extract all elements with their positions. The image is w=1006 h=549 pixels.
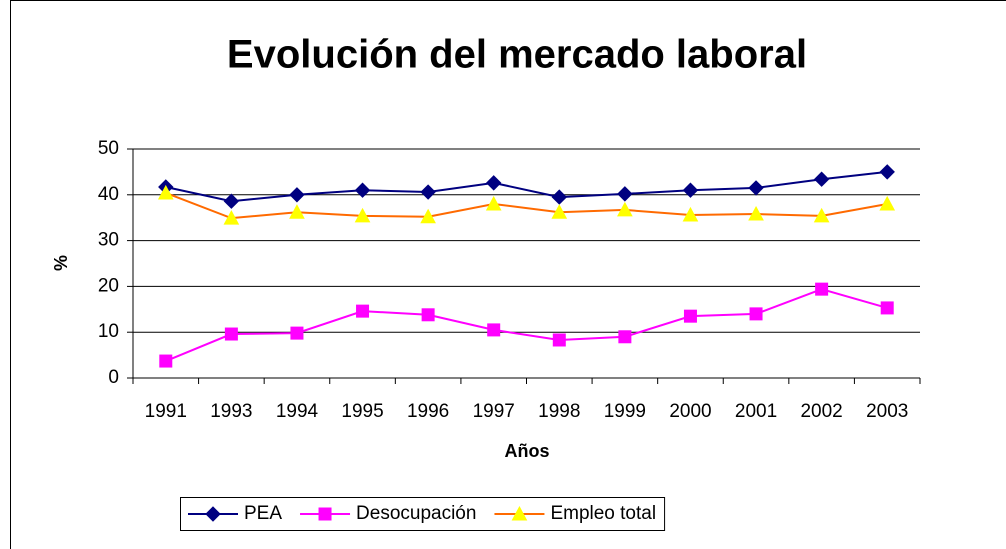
y-tick-label: 40 [98, 184, 119, 205]
marker [157, 184, 174, 200]
x-tick-label: 1999 [604, 401, 646, 422]
legend-label: Desocupación [356, 503, 476, 524]
marker [879, 195, 896, 211]
x-tick-label: 1996 [407, 401, 449, 422]
marker [511, 505, 528, 521]
marker [552, 333, 566, 347]
marker [748, 180, 764, 196]
marker [356, 304, 370, 318]
marker [159, 354, 173, 368]
legend-label: Empleo total [550, 503, 656, 524]
legend-box [180, 497, 666, 531]
x-tick-label: 2001 [735, 401, 777, 422]
x-tick-label: 2002 [800, 401, 842, 422]
x-tick-label: 1991 [145, 401, 187, 422]
x-tick-label: 2000 [669, 401, 711, 422]
chart-title: Evolución del mercado laboral [227, 33, 807, 77]
y-axis-label: % [51, 255, 71, 271]
marker [290, 326, 304, 340]
marker [485, 195, 502, 211]
marker [420, 184, 436, 200]
marker [487, 323, 501, 337]
marker [289, 187, 305, 203]
legend-label: PEA [244, 503, 282, 524]
marker [617, 201, 633, 217]
x-tick-label: 2003 [866, 401, 908, 422]
marker [354, 207, 371, 223]
series-line [165, 170, 888, 203]
x-tick-label: 1995 [341, 401, 383, 422]
legend: PEA Desocupación Empleo total [180, 497, 666, 531]
marker [289, 204, 305, 219]
y-tick-label: 50 [98, 138, 119, 159]
marker [815, 282, 829, 296]
marker [682, 206, 699, 222]
y-tick-label: 30 [98, 230, 119, 251]
y-tick-label: 20 [98, 275, 119, 296]
marker [420, 208, 436, 224]
marker [354, 182, 371, 198]
marker [749, 307, 763, 321]
marker [879, 164, 895, 180]
marker [223, 210, 240, 225]
marker [551, 204, 568, 219]
marker [813, 207, 830, 223]
marker [318, 507, 332, 521]
marker [748, 205, 764, 221]
series-line [165, 288, 888, 362]
marker [223, 193, 240, 209]
x-axis-label: Años [505, 441, 550, 461]
marker [551, 189, 567, 205]
series-line [165, 192, 888, 220]
x-tick-label: 1998 [538, 401, 580, 422]
marker [683, 309, 697, 323]
x-tick-label: 1997 [473, 401, 515, 422]
marker [880, 301, 894, 315]
y-tick-label: 0 [108, 367, 119, 388]
marker [224, 327, 238, 341]
marker [813, 171, 830, 187]
marker [617, 186, 633, 202]
marker [421, 308, 435, 322]
marker [618, 330, 632, 344]
x-tick-label: 1993 [210, 401, 252, 422]
x-tick-label: 1994 [276, 401, 319, 422]
marker [682, 182, 699, 198]
y-tick-label: 10 [98, 321, 119, 342]
chart-frame [10, 0, 1006, 549]
marker [205, 506, 221, 522]
marker [486, 175, 502, 191]
